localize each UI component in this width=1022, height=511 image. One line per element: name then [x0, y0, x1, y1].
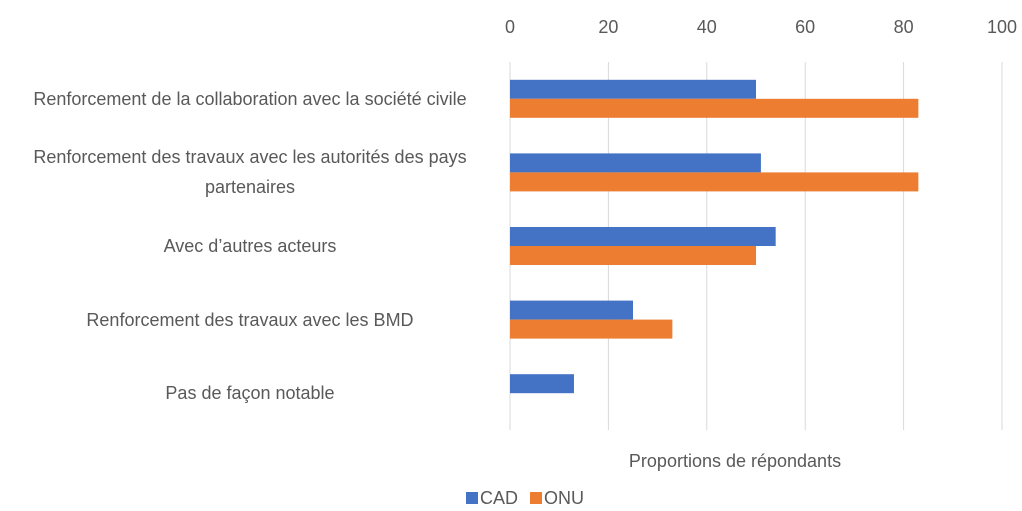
y-tick-label: Renforcement des travaux avec les autori… — [33, 147, 467, 198]
bar — [510, 374, 574, 394]
x-tick-label: 20 — [598, 17, 618, 37]
legend-swatch — [530, 492, 543, 504]
bar — [510, 227, 776, 246]
legend-swatch — [466, 492, 478, 504]
bar — [510, 172, 919, 192]
x-tick-label: 0 — [505, 17, 515, 37]
y-tick-label: Renforcement des travaux avec les BMD — [86, 309, 414, 330]
x-tick-label: 80 — [894, 17, 914, 37]
x-tick-label: 100 — [987, 17, 1017, 37]
y-tick-label: Pas de façon notable — [165, 383, 335, 404]
legend-label: ONU — [544, 488, 584, 508]
bar — [510, 153, 761, 173]
x-tick-label: 60 — [795, 17, 815, 37]
x-axis-label: Proportions de répondants — [629, 451, 841, 471]
bar — [510, 79, 756, 99]
y-tick-label: Renforcement de la collaboration avec la… — [33, 88, 467, 109]
bar — [510, 319, 673, 339]
bar — [510, 98, 919, 118]
y-tick-label: Avec d’autres acteurs — [163, 236, 337, 256]
bar — [510, 300, 633, 320]
legend-label: CAD — [480, 488, 518, 508]
bar — [510, 246, 756, 265]
x-tick-label: 40 — [697, 17, 717, 37]
